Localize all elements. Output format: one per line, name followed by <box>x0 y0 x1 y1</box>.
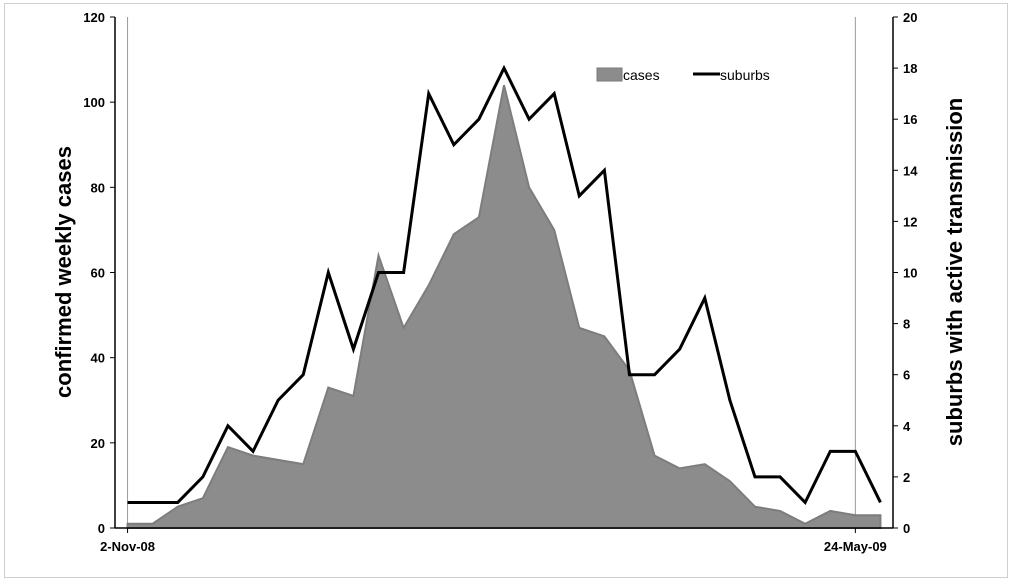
y2-axis-title: suburbs with active transmission <box>942 98 967 446</box>
x-tick-label: 2-Nov-08 <box>100 539 155 554</box>
y-tick-labels: 0 20 40 60 80 100 120 <box>83 10 115 536</box>
x-tick-label: 24-May-09 <box>824 539 887 554</box>
y2-tick-label: 2 <box>903 470 910 485</box>
x-tick-labels: 2-Nov-08 24-May-09 <box>100 528 887 554</box>
legend-cases-swatch <box>596 67 623 82</box>
chart-frame <box>4 3 1008 578</box>
legend: cases suburbs <box>596 67 770 83</box>
y2-tick-label: 10 <box>903 266 917 281</box>
y2-tick-label: 14 <box>903 163 918 178</box>
cases-area <box>126 84 882 529</box>
y-tick-label: 0 <box>98 521 105 536</box>
y2-tick-label: 4 <box>903 419 911 434</box>
y-tick-label: 80 <box>91 180 105 195</box>
suburbs-line <box>127 64 882 506</box>
y-tick-label: 100 <box>83 95 105 110</box>
y-tick-label: 60 <box>91 266 105 281</box>
y2-tick-label: 12 <box>903 214 917 229</box>
y2-tick-labels: 0 2 4 6 8 10 12 14 16 18 20 <box>893 10 918 536</box>
y-tick-label: 20 <box>91 436 105 451</box>
y2-tick-label: 8 <box>903 317 910 332</box>
y2-tick-label: 16 <box>903 112 917 127</box>
grid-lines <box>127 17 856 528</box>
y2-tick-label: 0 <box>903 521 910 536</box>
y2-tick-label: 20 <box>903 10 917 25</box>
suburbs-line-layer <box>127 64 882 506</box>
legend-suburbs-label: suburbs <box>720 67 770 83</box>
y2-tick-label: 18 <box>903 61 917 76</box>
y-tick-label: 40 <box>91 351 105 366</box>
y-tick-label: 120 <box>83 10 105 25</box>
y2-tick-label: 6 <box>903 368 910 383</box>
y-axis-title: confirmed weekly cases <box>51 146 76 398</box>
cases-area-layer <box>126 84 882 529</box>
legend-cases-label: cases <box>623 67 660 83</box>
